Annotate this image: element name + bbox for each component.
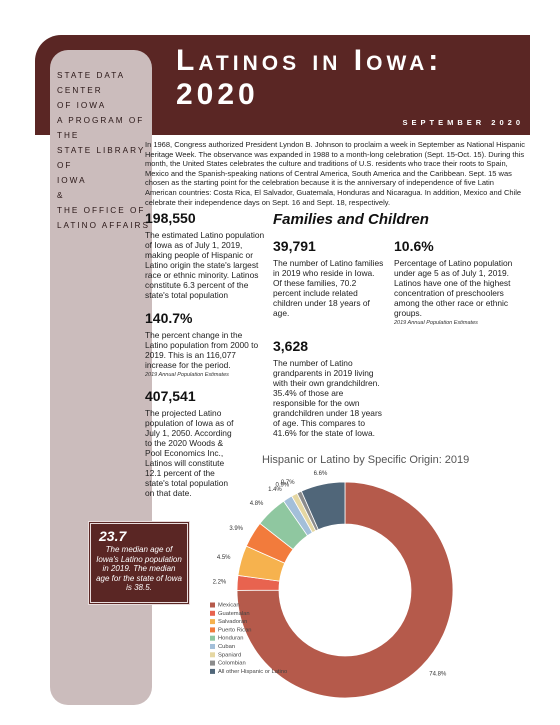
stat-source: 2019 Annual Population Estimates xyxy=(145,372,229,378)
left-column: 198,550 The estimated Latino population o… xyxy=(145,210,267,508)
stat: 3,628 The number of Latino grandparents i… xyxy=(273,338,385,438)
legend-swatch xyxy=(210,660,215,666)
legend-label: Cuban xyxy=(218,644,235,650)
title: Latinos in Iowa: 2020 xyxy=(176,44,442,112)
slice-label: 4.5% xyxy=(217,555,231,561)
legend-label: Spaniard xyxy=(218,652,241,658)
legend-swatch xyxy=(210,610,215,616)
callout-text: The median age of Iowa's Latino populati… xyxy=(96,545,182,592)
legend-label: All other Hispanic or Latino xyxy=(218,669,287,675)
chart-title: Hispanic or Latino by Specific Origin: 2… xyxy=(262,454,469,466)
slice-label: 4.8% xyxy=(250,501,264,507)
legend-swatch xyxy=(210,635,215,641)
slice-label: 3.9% xyxy=(229,526,243,532)
callout-value: 23.7 xyxy=(99,528,127,544)
sidebar-line: & xyxy=(57,191,65,200)
title-line: Latinos in Iowa: xyxy=(176,44,443,77)
legend-label: Colombian xyxy=(218,661,246,667)
sidebar-text: State Data Center of Iowa A Program of the… xyxy=(57,68,152,233)
intro: In 1968, Congress authorized President L… xyxy=(145,140,525,207)
stat-value: 3,628 xyxy=(273,338,309,354)
sidebar-line: State Library of xyxy=(57,146,146,170)
sidebar-line: State Data Center xyxy=(57,71,125,95)
callout: 23.7 The median age of Iowa's Latino pop… xyxy=(88,521,190,605)
donut-slice xyxy=(236,481,454,699)
stat: 140.7% The percent change in the Latino p… xyxy=(145,310,267,378)
stat: 39,791 The number of Latino families in 2… xyxy=(273,238,385,318)
slice-label: 74.8% xyxy=(429,672,447,678)
chart: Hispanic or Latino by Specific Origin: 2… xyxy=(210,454,469,699)
slice-label: 0.7% xyxy=(281,480,295,486)
stat-text: The projected Latino population of Iowa … xyxy=(145,408,234,498)
stat: 407,541 The projected Latino population o… xyxy=(145,388,267,498)
stat-value: 198,550 xyxy=(145,210,196,226)
stat-text: Percentage of Latino population under ag… xyxy=(394,258,513,318)
sidebar-line: Iowa xyxy=(57,176,87,185)
legend-label: Puerto Rican xyxy=(218,627,252,633)
date: September 2020 xyxy=(402,118,524,127)
stat: 198,550 The estimated Latino population o… xyxy=(145,210,267,300)
stat-text: The number of Latino grandparents in 201… xyxy=(273,358,382,438)
stat-value: 10.6% xyxy=(394,238,434,254)
stat-text: The percent change in the Latino populat… xyxy=(145,330,259,370)
donut-slice xyxy=(300,481,346,531)
sidebar-line: A Program of the xyxy=(57,116,145,140)
right-column: 10.6% Percentage of Latino population und… xyxy=(394,238,514,336)
legend-swatch xyxy=(210,619,215,625)
slice-label: 6.6% xyxy=(314,471,328,477)
slice-label: 2.2% xyxy=(213,580,227,586)
legend-swatch xyxy=(210,652,215,658)
middle-column: 39,791 The number of Latino families in 2… xyxy=(273,238,385,448)
slice-label: 1.4% xyxy=(268,487,282,493)
legend-swatch xyxy=(210,602,215,608)
slice-label: 0.9% xyxy=(276,482,290,488)
legend-swatch xyxy=(210,668,215,674)
sidebar-line: of Iowa xyxy=(57,101,107,110)
legend-label: Mexican xyxy=(218,603,240,609)
stat-text: The number of Latino families in 2019 wh… xyxy=(273,258,384,318)
legend-label: Guatemalan xyxy=(218,611,250,617)
sidebar-line: Latino Affairs xyxy=(57,221,150,230)
stat-source: 2019 Annual Population Estimates xyxy=(394,320,478,326)
stat-text: The estimated Latino population of Iowa … xyxy=(145,230,265,300)
legend-swatch xyxy=(210,627,215,633)
legend-label: Salvadoran xyxy=(218,619,247,625)
legend-swatch xyxy=(210,644,215,649)
stat-value: 39,791 xyxy=(273,238,316,254)
title-line: 2020 xyxy=(176,78,259,111)
stat-value: 140.7% xyxy=(145,310,193,326)
section-title: Families and Children xyxy=(273,211,429,228)
stat: 10.6% Percentage of Latino population und… xyxy=(394,238,514,326)
stat-value: 407,541 xyxy=(145,388,196,404)
legend-label: Honduran xyxy=(218,636,243,642)
sidebar-line: The Office of xyxy=(57,206,146,215)
